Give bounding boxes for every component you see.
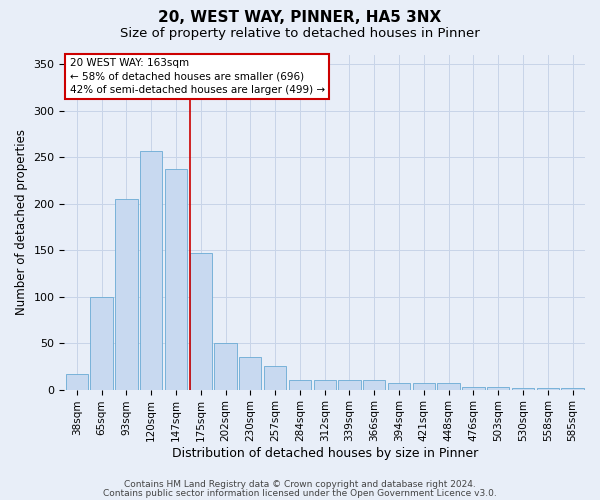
Bar: [562, 388, 584, 390]
Bar: [190, 253, 212, 390]
Bar: [338, 380, 361, 390]
Bar: [512, 388, 534, 390]
Text: Size of property relative to detached houses in Pinner: Size of property relative to detached ho…: [120, 28, 480, 40]
Text: 20 WEST WAY: 163sqm
← 58% of detached houses are smaller (696)
42% of semi-detac: 20 WEST WAY: 163sqm ← 58% of detached ho…: [70, 58, 325, 94]
Text: Contains public sector information licensed under the Open Government Licence v3: Contains public sector information licen…: [103, 489, 497, 498]
Bar: [487, 387, 509, 390]
Bar: [239, 357, 262, 390]
Y-axis label: Number of detached properties: Number of detached properties: [15, 130, 28, 316]
Bar: [536, 388, 559, 390]
Bar: [91, 296, 113, 390]
Bar: [437, 383, 460, 390]
Text: Contains HM Land Registry data © Crown copyright and database right 2024.: Contains HM Land Registry data © Crown c…: [124, 480, 476, 489]
Bar: [388, 383, 410, 390]
Bar: [462, 387, 485, 390]
Bar: [363, 380, 385, 390]
X-axis label: Distribution of detached houses by size in Pinner: Distribution of detached houses by size …: [172, 447, 478, 460]
Bar: [115, 199, 137, 390]
Bar: [65, 374, 88, 390]
Bar: [289, 380, 311, 390]
Text: 20, WEST WAY, PINNER, HA5 3NX: 20, WEST WAY, PINNER, HA5 3NX: [158, 10, 442, 25]
Bar: [140, 150, 163, 390]
Bar: [314, 380, 336, 390]
Bar: [413, 383, 435, 390]
Bar: [214, 343, 236, 390]
Bar: [264, 366, 286, 390]
Bar: [165, 170, 187, 390]
